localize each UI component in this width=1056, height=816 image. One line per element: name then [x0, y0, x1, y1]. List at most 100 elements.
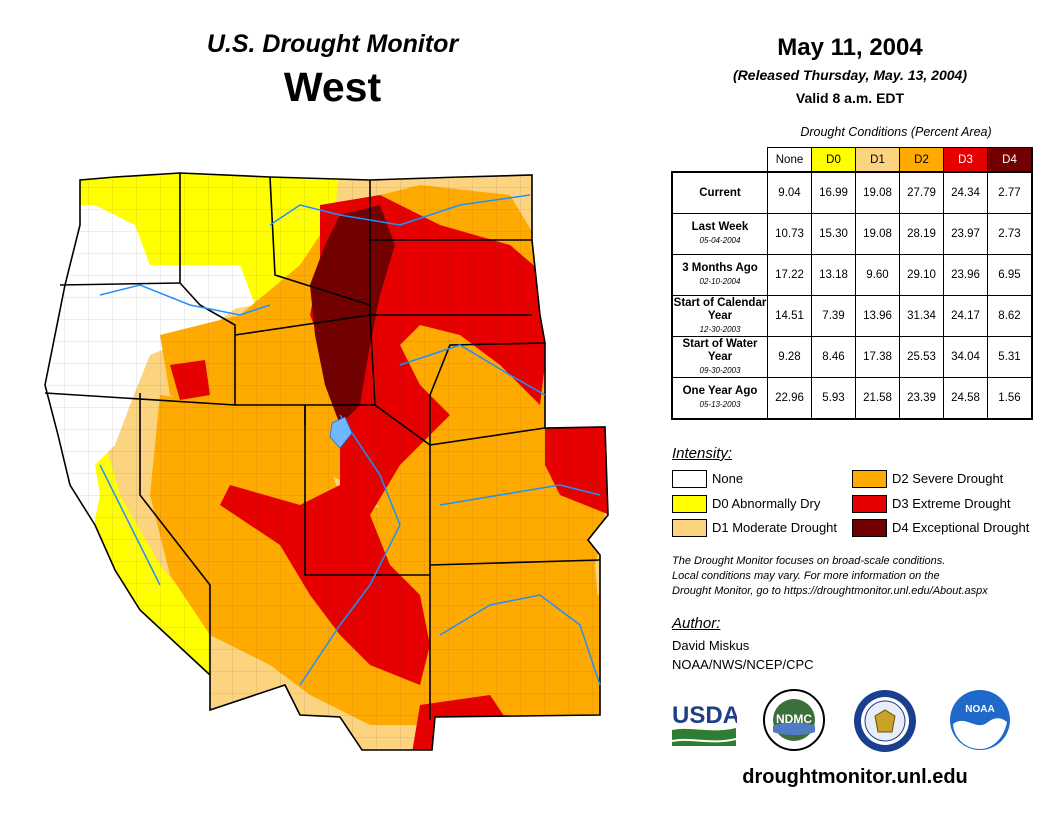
table-cell: 16.99: [811, 171, 856, 214]
col-header-d4: D4: [987, 147, 1033, 173]
table-cell: 28.19: [899, 213, 944, 255]
col-header-d3: D3: [943, 147, 988, 173]
ndmc-logo-text: NDMC: [776, 712, 812, 726]
table-cell: 19.08: [855, 213, 900, 255]
table-cell: 15.30: [811, 213, 856, 255]
table-cell: 23.39: [899, 377, 944, 420]
drought-map: [44, 172, 609, 751]
legend-swatch: [852, 470, 887, 488]
table-cell: 24.17: [943, 295, 988, 337]
rivers: [99, 194, 601, 686]
note-line[interactable]: Drought Monitor, go to https://droughtmo…: [672, 585, 988, 597]
row-date: 05-04-2004: [699, 236, 741, 245]
table-cell: 9.28: [767, 336, 812, 378]
table-corner: [672, 148, 768, 173]
row-label: 3 Months Ago 02-10-2004: [671, 254, 768, 296]
row-label-text: Start of Water Year: [682, 337, 758, 363]
row-label: Last Week 05-04-2004: [671, 213, 768, 255]
legend-label: D3 Extreme Drought: [892, 496, 1011, 511]
map-region-title: West: [283, 64, 382, 110]
table-cell: 2.73: [987, 213, 1033, 255]
table-cell: 7.39: [811, 295, 856, 337]
table-cell: 24.58: [943, 377, 988, 420]
table-cell: 27.79: [899, 171, 944, 214]
row-label-text: Last Week: [691, 221, 749, 233]
map-date: May 11, 2004: [777, 34, 923, 61]
table-cell: 14.51: [767, 295, 812, 337]
row-label-text: 3 Months Ago: [682, 262, 758, 274]
author-name: David Miskus: [672, 638, 750, 653]
row-date: 02-10-2004: [699, 277, 741, 286]
note-line: The Drought Monitor focuses on broad-sca…: [672, 555, 946, 567]
table-cell: 8.46: [811, 336, 856, 378]
table-row: Start of Water Year 09-30-2003 9.28 8.46 …: [671, 336, 1033, 378]
row-label-text: Start of Calendar Year: [673, 296, 767, 322]
table-cell: 9.60: [855, 254, 900, 296]
great-salt-lake: [329, 416, 353, 449]
table-cell: 5.93: [811, 377, 856, 420]
legend-label: None: [712, 471, 744, 486]
table-row: Last Week 05-04-2004 10.73 15.30 19.08 28…: [671, 213, 1033, 255]
row-label-text: Current: [699, 186, 741, 199]
table-cell: 31.34: [899, 295, 944, 337]
table-cell: 29.10: [899, 254, 944, 296]
ndmc-logo: NDMC: [763, 689, 825, 751]
table-cell: 13.18: [811, 254, 856, 296]
table-cell: 17.38: [855, 336, 900, 378]
legend-swatch: [852, 519, 887, 537]
table-row: Current 9.04 16.99 19.08 27.79 24.34 2.7…: [671, 171, 1033, 214]
table-cell: 6.95: [987, 254, 1033, 296]
col-header-d1: D1: [855, 147, 900, 173]
legend-item-d1: D1 Moderate Drought: [672, 519, 837, 537]
legend-label: D0 Abnormally Dry: [712, 496, 821, 511]
table-row: 3 Months Ago 02-10-2004 17.22 13.18 9.60 …: [671, 254, 1033, 296]
legend-label: D1 Moderate Drought: [712, 520, 838, 535]
table-cell: 23.97: [943, 213, 988, 255]
col-header-d2: D2: [899, 147, 944, 173]
row-date: 05-13-2003: [699, 400, 741, 409]
row-date: 09-30-2003: [699, 365, 741, 375]
row-label: One Year Ago 05-13-2003: [671, 377, 768, 420]
author-heading: Author:: [672, 615, 721, 632]
table-cell: 23.96: [943, 254, 988, 296]
table-cell: 24.34: [943, 171, 988, 214]
legend-swatch: [672, 470, 707, 488]
legend-title: Intensity:: [672, 445, 733, 462]
table-row: One Year Ago 05-13-2003 22.96 5.93 21.58 …: [671, 377, 1033, 420]
noaa-logo: NOAA: [950, 690, 1010, 750]
valid-time: Valid 8 a.m. EDT: [795, 90, 905, 106]
drought-conditions-table: None D0 D1 D2 D3 D4 Current 9.04 16.99 1…: [671, 147, 1033, 420]
legend-swatch: [672, 495, 707, 513]
row-label: Start of Calendar Year 12-30-2003: [671, 295, 768, 337]
disclaimer-note: The Drought Monitor focuses on broad-sca…: [672, 554, 1042, 599]
row-date: 12-30-2003: [699, 324, 741, 334]
author-organization: NOAA/NWS/NCEP/CPC: [672, 657, 814, 672]
row-label-text: One Year Ago: [682, 385, 758, 397]
legend-item-d0: D0 Abnormally Dry: [672, 495, 820, 513]
legend-item-d3: D3 Extreme Drought: [852, 495, 1011, 513]
table-cell: 5.31: [987, 336, 1033, 378]
table-cell: 17.22: [767, 254, 812, 296]
table-cell: 22.96: [767, 377, 812, 420]
noaa-logo-text: NOAA: [965, 704, 994, 715]
table-cell: 10.73: [767, 213, 812, 255]
site-url-link[interactable]: droughtmonitor.unl.edu: [742, 766, 968, 788]
commerce-seal: [854, 690, 916, 752]
legend-item-d2: D2 Severe Drought: [852, 470, 1003, 488]
legend-swatch: [672, 519, 707, 537]
table-cell: 1.56: [987, 377, 1033, 420]
table-cell: 19.08: [855, 171, 900, 214]
table-row: Start of Calendar Year 12-30-2003 14.51 7…: [671, 295, 1033, 337]
table-cell: 34.04: [943, 336, 988, 378]
note-line: Local conditions may vary. For more info…: [672, 570, 940, 582]
row-label: Start of Water Year 09-30-2003: [671, 336, 768, 378]
table-cell: 25.53: [899, 336, 944, 378]
table-cell: 13.96: [855, 295, 900, 337]
map-product-title: U.S. Drought Monitor: [206, 30, 459, 58]
state-boundaries: [44, 172, 609, 751]
row-label: Current: [671, 171, 768, 214]
legend-item-none: None: [672, 470, 743, 488]
table-cell: 21.58: [855, 377, 900, 420]
table-header-row: None D0 D1 D2 D3 D4: [672, 147, 1033, 173]
col-header-d0: D0: [811, 147, 856, 173]
